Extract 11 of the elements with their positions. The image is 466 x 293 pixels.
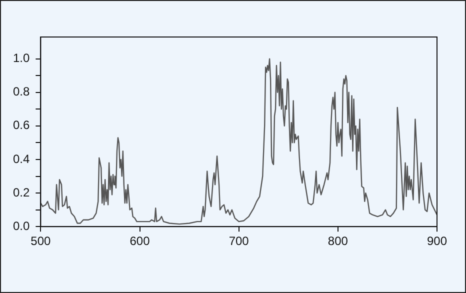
y-tick-label: 0.4 <box>12 152 30 166</box>
x-tick-label: 600 <box>130 234 150 248</box>
y-tick-label: 0.8 <box>12 84 30 99</box>
x-tick-label: 700 <box>228 234 250 248</box>
y-tick-label: 0.2 <box>12 185 30 200</box>
x-tick-label: 500 <box>30 234 52 248</box>
y-tick-label: 0.0 <box>12 218 30 233</box>
y-tick-label: 0.6 <box>12 118 30 132</box>
y-tick-label: 1.0 <box>12 51 30 66</box>
x-tick-label: 800 <box>328 234 348 248</box>
x-tick-label: 900 <box>426 234 448 248</box>
